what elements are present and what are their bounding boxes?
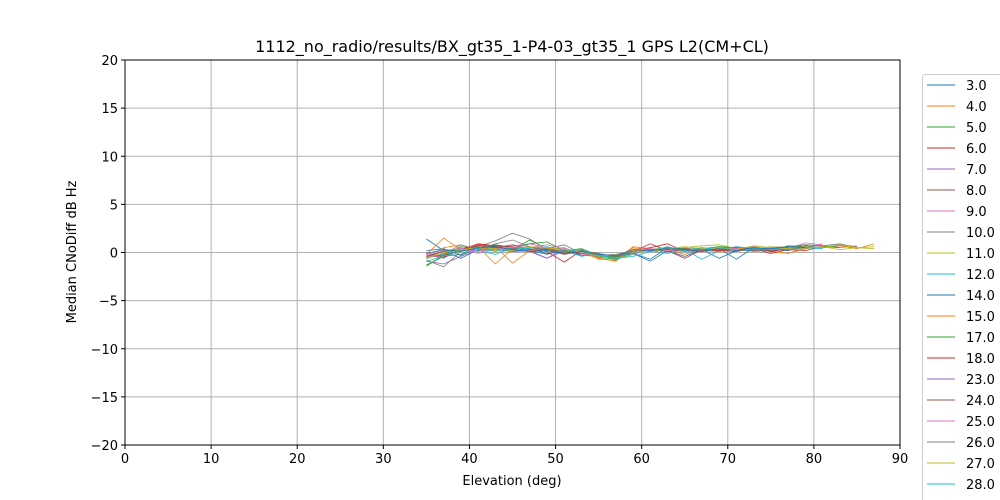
x-tick-label: 60 — [633, 452, 650, 467]
series-line-28.0 — [426, 246, 823, 262]
legend-entry: 15.0 — [966, 310, 995, 325]
legend-entry: 12.0 — [966, 268, 995, 283]
x-tick-label: 30 — [375, 452, 392, 467]
series-line-30.0 — [426, 246, 806, 256]
y-tick-label: 0 — [110, 247, 118, 262]
legend-entry: 10.0 — [966, 226, 995, 241]
y-tick-label: 15 — [101, 102, 118, 117]
legend-entry: 28.0 — [966, 478, 995, 493]
legend-entry: 11.0 — [966, 247, 995, 262]
legend-entry: 27.0 — [966, 457, 995, 472]
legend-entry: 17.0 — [966, 331, 995, 346]
legend: 3.0 4.0 5.0 6.0 7.0 8.0 9.0 10.0 11.0 12.0 14.0 15.… — [922, 74, 1000, 500]
series-line-17.0 — [426, 241, 840, 267]
y-tick-label: −5 — [99, 295, 118, 310]
legend-entry: 26.0 — [966, 436, 995, 451]
legend-entry: 7.0 — [966, 163, 987, 178]
y-tick-label: 5 — [110, 198, 118, 213]
legend-entry: 5.0 — [966, 121, 987, 136]
x-axis-label: Elevation (deg) — [462, 474, 561, 489]
y-tick-label: 10 — [101, 150, 118, 165]
legend-entry: 8.0 — [966, 184, 987, 199]
x-tick-label: 20 — [289, 452, 306, 467]
legend-entry: 18.0 — [966, 352, 995, 367]
y-tick-label: −20 — [91, 439, 118, 454]
series-line-12.0 — [426, 246, 823, 261]
axis-ticks: 0 10 20 30 40 50 60 70 80 90 −20 −15 −10 −5 0 5 10 15 20 — [91, 54, 909, 467]
y-axis-label: Median CNoDiff dB Hz — [65, 180, 80, 323]
legend-box — [922, 74, 1000, 500]
y-tick-label: −15 — [91, 391, 118, 406]
x-tick-label: 90 — [892, 452, 909, 467]
x-tick-label: 10 — [203, 452, 220, 467]
legend-entry: 4.0 — [966, 100, 987, 115]
legend-entry: 24.0 — [966, 394, 995, 409]
legend-entry: 6.0 — [966, 142, 987, 157]
chart-title: 1112_no_radio/results/BX_gt35_1-P4-03_gt… — [255, 37, 769, 57]
legend-entry: 3.0 — [966, 79, 987, 94]
x-tick-label: 50 — [547, 452, 564, 467]
x-tick-label: 0 — [121, 452, 129, 467]
x-tick-label: 40 — [461, 452, 478, 467]
legend-entry: 23.0 — [966, 373, 995, 388]
y-tick-label: −10 — [91, 343, 118, 358]
legend-entry: 9.0 — [966, 205, 987, 220]
legend-entry: 14.0 — [966, 289, 995, 304]
legend-entry: 25.0 — [966, 415, 995, 430]
x-tick-label: 70 — [720, 452, 737, 467]
y-tick-label: 20 — [101, 54, 118, 69]
series-lines — [426, 232, 875, 268]
x-tick-label: 80 — [806, 452, 823, 467]
